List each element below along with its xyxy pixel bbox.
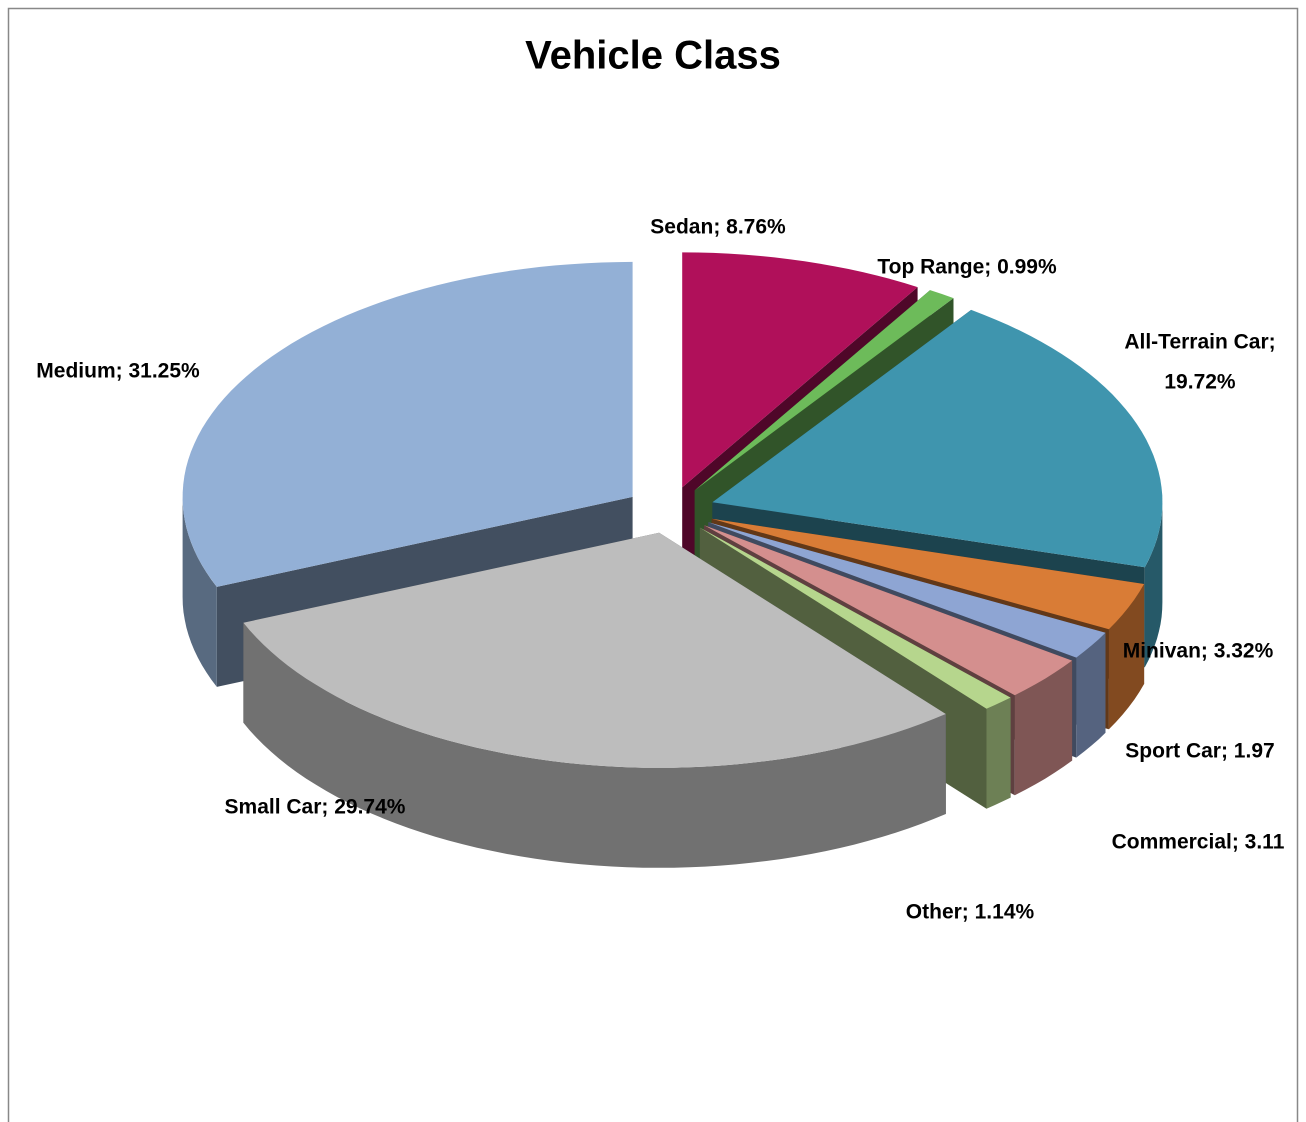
slice-side	[1144, 502, 1163, 668]
data-label: Commercial; 3.11	[1112, 831, 1285, 854]
slice-side	[986, 697, 1011, 809]
data-label: Sedan; 8.76%	[650, 216, 786, 239]
data-label: Minivan; 3.32%	[1123, 640, 1274, 663]
slice-top	[711, 518, 1145, 630]
chart-frame	[7, 7, 1299, 1122]
slice-top	[704, 525, 1073, 696]
data-label: Sport Car; 1.97	[1125, 740, 1274, 763]
slice-top	[708, 522, 1106, 658]
data-label: Small Car; 29.74%	[225, 796, 406, 819]
slice-side	[1014, 660, 1073, 796]
slice-top	[694, 290, 954, 491]
slice-top	[712, 309, 1163, 568]
data-label: Medium; 31.25%	[36, 360, 200, 383]
slice-side	[1076, 632, 1106, 758]
slice-top	[699, 527, 1011, 709]
chart-title: Vehicle Class	[525, 34, 781, 78]
data-label: All-Terrain Car;	[1124, 331, 1275, 354]
slice-side	[1108, 584, 1145, 730]
slice-side	[243, 622, 946, 868]
data-label: Top Range; 0.99%	[877, 256, 1057, 279]
slice: Small Car	[243, 532, 946, 868]
slice-side	[182, 496, 217, 687]
data-label: 19.72%	[1164, 371, 1236, 394]
slice-top	[243, 532, 946, 768]
data-label: Other; 1.14%	[906, 901, 1035, 924]
slice-top	[682, 252, 918, 488]
slice-top	[182, 261, 633, 587]
